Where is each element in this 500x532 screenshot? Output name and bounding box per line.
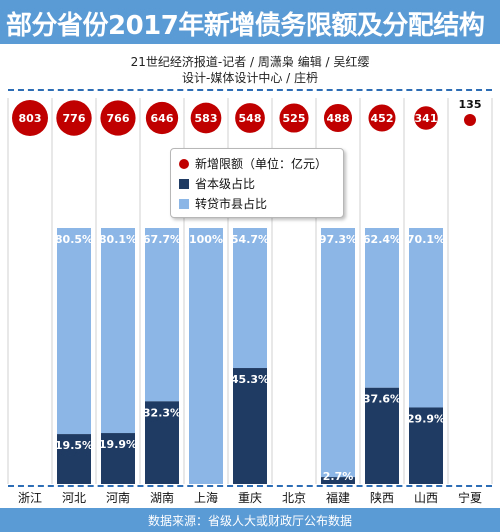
title-bar: 部分省份2017年新增债务限额及分配结构 <box>0 0 500 44</box>
bar-provincial-河北 <box>57 434 91 484</box>
quota-label: 488 <box>327 112 350 125</box>
label-transfer: 97.3% <box>319 233 357 246</box>
category-label: 重庆 <box>238 491 262 505</box>
category-label: 上海 <box>194 490 218 505</box>
quota-label: 341 <box>415 112 438 125</box>
legend-label-transfer: 转贷市县占比 <box>195 197 268 211</box>
bar-transfer-湖南 <box>145 228 179 402</box>
quota-circle-福建 <box>323 103 353 133</box>
quota-circle-重庆 <box>235 103 265 133</box>
quota-circle-上海 <box>190 102 222 134</box>
bar-transfer-陕西 <box>365 228 399 388</box>
legend-circle-icon <box>179 158 189 169</box>
bar-provincial-陕西 <box>365 387 399 484</box>
quota-circle-北京 <box>279 103 309 133</box>
label-transfer: 80.1% <box>99 233 137 246</box>
quota-circle-河南 <box>100 100 136 136</box>
quota-circle-浙江 <box>12 100 48 136</box>
label-transfer: 67.7% <box>143 233 181 246</box>
legend-item-transfer: 转贷市县占比 <box>179 195 267 213</box>
label-provincial: 2.7% <box>323 470 354 483</box>
label-provincial: 19.5% <box>55 439 93 452</box>
credit-line-reporter: 21世纪经济报道-记者 / 周潇枭 编辑 / 吴红缨 <box>130 55 370 69</box>
legend-label-provincial: 省本级占比 <box>195 177 256 191</box>
quota-circle-湖南 <box>145 101 179 135</box>
quota-label: 646 <box>151 112 174 125</box>
bar-provincial-湖南 <box>145 401 179 484</box>
legend-square-provincial-icon <box>179 178 189 189</box>
category-label: 北京 <box>282 491 306 505</box>
legend: 新增限额（单位：亿元） 省本级占比 转贷市县占比 <box>170 148 344 218</box>
label-provincial: 32.3% <box>143 406 181 419</box>
credit-line-design: 设计-媒体设计中心 / 庄枬 <box>181 71 318 85</box>
quota-circle-山西 <box>414 106 438 130</box>
label-transfer: 62.4% <box>363 233 401 246</box>
quota-label: 548 <box>239 112 262 125</box>
quota-label: 766 <box>107 112 130 125</box>
category-label: 福建 <box>326 490 350 505</box>
quota-circle-宁夏 <box>464 114 476 126</box>
quota-circle-陕西 <box>368 104 396 132</box>
legend-label-quota: 新增限额（单位：亿元） <box>195 157 328 171</box>
bar-provincial-重庆 <box>233 368 267 484</box>
bar-transfer-河北 <box>57 228 91 435</box>
quota-label: 452 <box>371 112 394 125</box>
bar-provincial-福建 <box>321 477 355 484</box>
bar-transfer-山西 <box>409 228 443 408</box>
top-dashed-divider <box>8 89 492 91</box>
category-label: 河北 <box>62 491 86 505</box>
quota-label: 583 <box>195 112 218 125</box>
label-transfer: 54.7% <box>231 233 269 246</box>
bar-provincial-山西 <box>409 407 443 484</box>
quota-label: 776 <box>63 112 86 125</box>
category-label: 宁夏 <box>458 490 482 505</box>
chart-canvas: 803 浙江 80.5% 19.5% 776 河北 80.1% 19.9% 766 河南 67.7%… <box>7 98 493 505</box>
category-label: 陕西 <box>370 490 394 505</box>
bar-transfer-福建 <box>321 228 355 478</box>
quota-circle-河北 <box>56 100 92 136</box>
quota-label: 135 <box>459 98 482 111</box>
label-provincial: 29.9% <box>407 412 445 425</box>
label-provincial: 19.9% <box>99 438 137 451</box>
footer-bar: 数据来源：省级人大或财政厅公布数据 <box>0 508 500 532</box>
chart-title: 部分省份2017年新增债务限额及分配结构 <box>6 11 485 41</box>
bar-transfer-重庆 <box>233 228 267 369</box>
bottom-dashed-divider <box>8 485 492 487</box>
bar-transfer-上海 <box>189 228 223 484</box>
label-provincial: 45.3% <box>231 373 269 386</box>
quota-label: 525 <box>283 112 306 125</box>
category-label: 浙江 <box>18 491 42 505</box>
label-transfer: 70.1% <box>407 233 445 246</box>
legend-item-quota: 新增限额（单位：亿元） <box>179 155 327 173</box>
label-transfer: 80.5% <box>55 233 93 246</box>
legend-item-provincial: 省本级占比 <box>179 175 255 193</box>
label-provincial: 37.6% <box>363 393 401 406</box>
legend-square-transfer-icon <box>179 198 189 209</box>
bar-transfer-河南 <box>101 228 135 434</box>
bar-provincial-河南 <box>101 433 135 484</box>
category-label: 河南 <box>106 490 130 505</box>
source-note: 数据来源：省级人大或财政厅公布数据 <box>147 514 352 528</box>
category-label: 山西 <box>414 491 438 505</box>
quota-label: 803 <box>19 112 42 125</box>
category-label: 湖南 <box>150 490 174 505</box>
label-transfer: 100% <box>189 233 223 246</box>
